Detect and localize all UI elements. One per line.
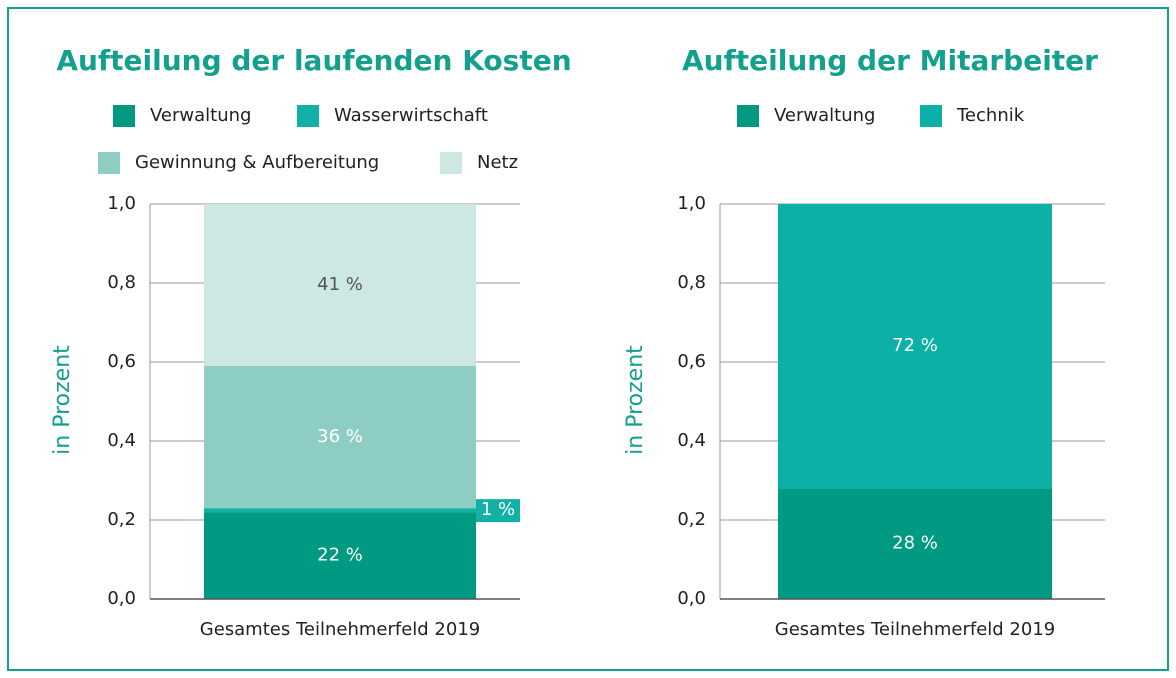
y-tick-label: 0,8 [107, 272, 136, 293]
frame [7, 7, 1169, 671]
y-tick-label: 0,4 [107, 430, 136, 451]
legend-swatch [737, 105, 759, 127]
legend-swatch [297, 105, 319, 127]
legend-label: Wasserwirtschaft [334, 105, 488, 126]
legend-label: Verwaltung [150, 105, 251, 126]
data-label: 22 % [317, 545, 363, 566]
y-tick-label: 0,4 [677, 430, 706, 451]
y-tick-label: 0,0 [107, 588, 136, 609]
data-label: 1 % [481, 499, 515, 520]
y-tick-label: 0,6 [107, 351, 136, 372]
y-tick-label: 0,2 [107, 509, 136, 530]
legend-label: Technik [956, 105, 1025, 126]
data-label: 28 % [892, 533, 938, 554]
bar-segment [204, 204, 476, 366]
chart-title: Aufteilung der Mitarbeiter [682, 44, 1098, 77]
bar-segment [204, 512, 476, 599]
y-tick-label: 0,6 [677, 351, 706, 372]
legend-label: Gewinnung & Aufbereitung [135, 152, 379, 173]
data-label: 41 % [317, 274, 363, 295]
bar-segment [778, 488, 1052, 599]
chart-title: Aufteilung der laufenden Kosten [56, 44, 571, 77]
legend-label: Verwaltung [774, 105, 875, 126]
x-tick-label: Gesamtes Teilnehmerfeld 2019 [775, 619, 1055, 640]
y-tick-label: 0,0 [677, 588, 706, 609]
legend-swatch [113, 105, 135, 127]
x-tick-label: Gesamtes Teilnehmerfeld 2019 [200, 619, 480, 640]
data-label: 72 % [892, 335, 938, 356]
legend-swatch [920, 105, 942, 127]
bar-segment [204, 365, 476, 509]
bar-segment [204, 508, 476, 513]
bar-segment [778, 204, 1052, 489]
label-box [476, 499, 520, 523]
data-label: 36 % [317, 426, 363, 447]
legend-swatch [440, 152, 462, 174]
legend-label: Netz [477, 152, 518, 173]
y-axis-label: in Prozent [50, 345, 75, 455]
legend-swatch [98, 152, 120, 174]
y-tick-label: 1,0 [677, 193, 706, 214]
y-tick-label: 0,8 [677, 272, 706, 293]
y-axis-label: in Prozent [623, 345, 648, 455]
y-tick-label: 0,2 [677, 509, 706, 530]
y-tick-label: 1,0 [107, 193, 136, 214]
